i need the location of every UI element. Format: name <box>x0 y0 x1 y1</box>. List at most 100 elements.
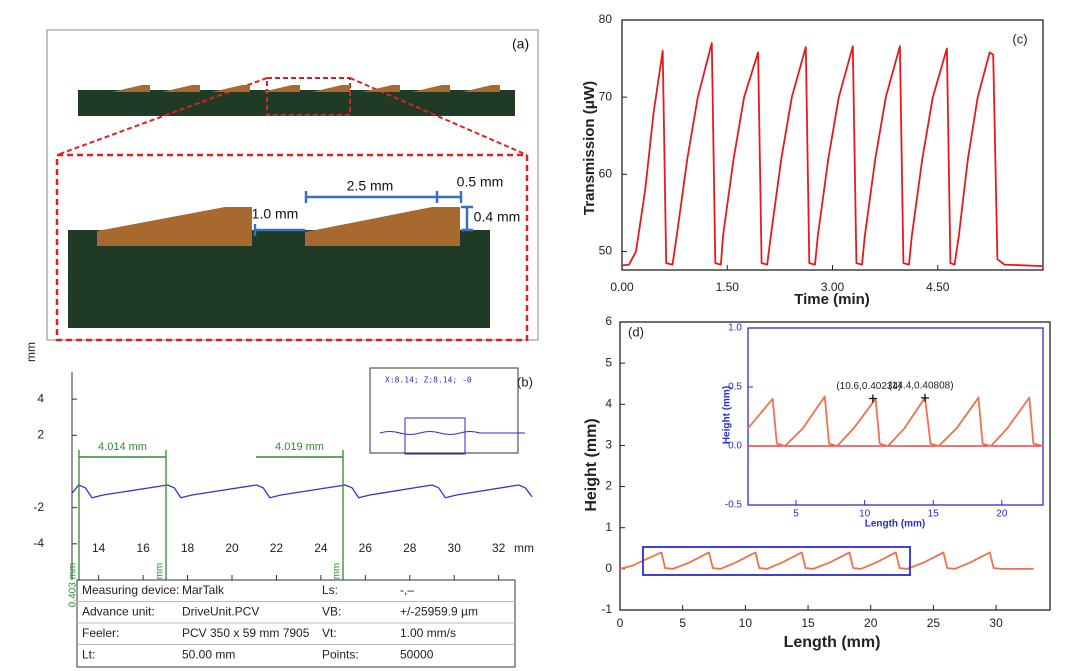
table-cell: Advance unit: <box>82 605 155 619</box>
x-tick-label: 30 <box>989 616 1003 630</box>
x-tick-label: 28 <box>403 541 417 555</box>
x-axis-title: Length (mm) <box>784 634 881 651</box>
y-tick-label: 50 <box>599 244 613 258</box>
data-line <box>71 484 533 499</box>
x-tick-label: 15 <box>801 616 815 630</box>
x-tick-label: 1.50 <box>716 280 740 294</box>
table-cell: Ls: <box>322 583 338 597</box>
table-cell: PCV 350 x 59 mm 7905 <box>182 626 310 640</box>
y-tick-label: 3 <box>605 438 612 452</box>
y-tick-label: 2 <box>37 427 44 441</box>
y-tick-label: -4 <box>33 536 44 550</box>
x-tick-label: 20 <box>225 541 239 555</box>
marker-label: (14.4,0.40808) <box>888 380 953 391</box>
marker-label: (10.6,0.40234) <box>836 381 901 392</box>
table-cell: Measuring device: <box>82 583 179 597</box>
y-tick-label: 0.0 <box>728 441 742 452</box>
table-cell: Feeler: <box>82 626 119 640</box>
zoom-box <box>266 77 351 116</box>
x-tick-label: 15 <box>928 509 940 520</box>
x-tick-label: 4.50 <box>926 280 950 294</box>
grating-tooth <box>305 207 460 246</box>
x-tick-label: 0.00 <box>610 280 634 294</box>
zoom-region <box>642 546 911 576</box>
x-tick-label: 32 <box>492 541 506 555</box>
x-tick-label: 20 <box>864 616 878 630</box>
x-tick-label: 22 <box>270 541 284 555</box>
readout-window <box>404 417 466 455</box>
dimension-label: 0.4 mm <box>474 209 521 225</box>
dimension-label: 0.5 mm <box>457 174 504 190</box>
x-axis-title: Length (mm) <box>865 519 926 530</box>
y-tick-label: -1 <box>601 602 612 616</box>
table-cell: -,– <box>400 583 414 597</box>
y-tick-label: -0.5 <box>725 500 743 511</box>
table-cell: Lt: <box>82 648 95 662</box>
x-tick-label: 5 <box>793 509 799 520</box>
x-axis-title: Time (min) <box>794 291 870 308</box>
y-tick-label: 70 <box>599 89 613 103</box>
height-label: 0.403 mm <box>68 563 79 607</box>
panel-label: (c) <box>1012 31 1027 46</box>
table-cell: 1.00 mm/s <box>400 626 456 640</box>
grating-tooth-small <box>362 85 400 92</box>
grating-tooth <box>97 207 252 246</box>
y-tick-label: 2 <box>605 479 612 493</box>
substrate <box>68 230 490 328</box>
x-tick-label: 0 <box>617 616 624 630</box>
panel-label: (b) <box>517 374 533 389</box>
x-tick-label: 26 <box>359 541 373 555</box>
grating-tooth-small <box>212 85 250 92</box>
zoom-frame <box>55 153 529 342</box>
y-axis-title: Height (mm) <box>722 386 733 444</box>
table-cell: 50000 <box>400 648 434 662</box>
panel-label: (d) <box>628 324 644 339</box>
grating-tooth-small <box>462 85 500 92</box>
x-tick-label: 25 <box>927 616 941 630</box>
dimension-lines <box>253 191 473 236</box>
grating-tooth-small <box>262 85 300 92</box>
y-tick-label: 0.5 <box>728 382 742 393</box>
x-unit: mm <box>514 541 534 555</box>
marker <box>868 394 877 403</box>
x-tick-label: 10 <box>859 509 871 520</box>
dimension-label: 2.5 mm <box>347 178 394 194</box>
x-tick-label: 18 <box>181 541 195 555</box>
table-cell: Vt: <box>322 626 337 640</box>
grating-tooth-small <box>312 85 350 92</box>
y-tick-label: 6 <box>605 314 612 328</box>
dimension-label: 4.019 mm <box>275 441 324 453</box>
table-cell: MarTalk <box>182 583 225 597</box>
x-tick-label: 24 <box>314 541 328 555</box>
substrate-small <box>78 90 515 116</box>
x-tick-label: 10 <box>739 616 753 630</box>
table-cell: DriveUnit.PCV <box>182 605 259 619</box>
plot-frame <box>621 19 1044 271</box>
y-tick-label: 80 <box>599 12 613 26</box>
readout-trace <box>379 431 525 435</box>
y-tick-label: 4 <box>605 396 612 410</box>
grating-tooth-small <box>162 85 200 92</box>
y-tick-label: 5 <box>605 355 612 369</box>
dimension-label: 4.014 mm <box>98 441 147 453</box>
readout: X:8.14; Z:8.14; -0 <box>385 376 472 385</box>
plot-frame <box>747 327 1044 506</box>
zoom-line <box>56 77 268 156</box>
table-cell: +/-25959.9 µm <box>400 605 478 619</box>
grating-tooth-small <box>112 85 150 92</box>
data-line <box>621 42 1044 267</box>
panel-frame <box>46 29 539 341</box>
x-tick-label: 30 <box>448 541 462 555</box>
table-cell: 50.00 mm <box>182 648 235 662</box>
dimension-label: 1.0 mm <box>252 206 299 222</box>
readout-box <box>369 367 519 454</box>
x-tick-label: 5 <box>679 616 686 630</box>
y-tick-label: -2 <box>33 500 44 514</box>
y-tick-label: 60 <box>599 166 613 180</box>
dimension-label-bg <box>92 440 153 453</box>
data-line <box>619 551 1034 570</box>
data-line <box>747 395 1044 447</box>
y-tick-label: 4 <box>37 391 44 405</box>
y-tick-label: 0 <box>605 561 612 575</box>
